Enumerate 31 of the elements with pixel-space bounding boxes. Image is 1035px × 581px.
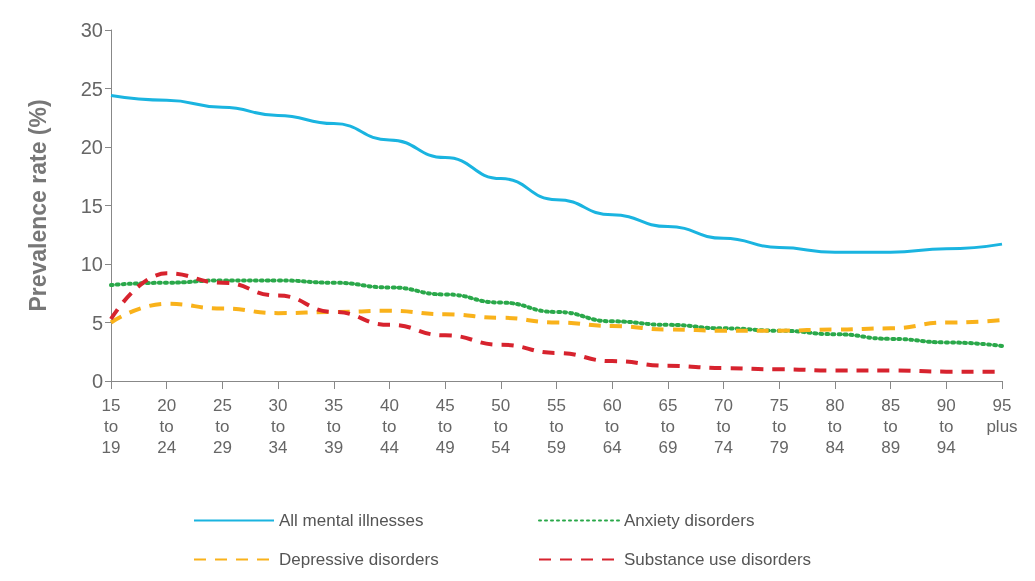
x-tick-label: 50 to 54 bbox=[491, 396, 511, 457]
legend-label: Depressive disorders bbox=[279, 550, 439, 569]
x-tick-label: 60 to 64 bbox=[602, 396, 622, 457]
y-axis-title: Prevalence rate (%) bbox=[24, 99, 51, 312]
y-tick-label: 5 bbox=[91, 311, 103, 334]
x-tick-label: 25 to 29 bbox=[212, 396, 232, 457]
x-tick-label: 20 to 24 bbox=[157, 396, 177, 457]
x-tick-label: 35 to 39 bbox=[324, 396, 344, 457]
line-series bbox=[109, 278, 1004, 348]
x-tick-label: 85 to 89 bbox=[881, 396, 901, 457]
x-tick-label: 95 plus bbox=[986, 396, 1018, 436]
x-tick-label: 15 to 19 bbox=[101, 396, 121, 457]
x-tick-label: 70 to 74 bbox=[714, 396, 734, 457]
x-tick-label: 90 to 94 bbox=[936, 396, 956, 457]
y-tick-label: 30 bbox=[80, 19, 103, 41]
legend-label: All mental illnesses bbox=[279, 511, 424, 530]
legend-label: Substance use disorders bbox=[624, 550, 812, 569]
y-tick-label: 15 bbox=[80, 194, 103, 217]
line-series bbox=[109, 94, 1004, 254]
y-tick-label: 25 bbox=[80, 77, 103, 100]
x-tick-label: 40 to 44 bbox=[379, 396, 399, 457]
x-tick-label: 80 to 84 bbox=[825, 396, 845, 457]
x-tick-label: 55 to 59 bbox=[547, 396, 566, 457]
x-tick-label: 30 to 34 bbox=[268, 396, 288, 457]
x-tick-label: 75 to 79 bbox=[769, 396, 789, 457]
y-tick-label: 20 bbox=[80, 136, 103, 158]
y-tick-label: 10 bbox=[80, 253, 103, 275]
x-tick-label: 45 to 49 bbox=[435, 396, 455, 457]
y-tick-label: 0 bbox=[91, 370, 103, 392]
x-tick-label: 65 to 69 bbox=[658, 396, 678, 457]
legend-label: Anxiety disorders bbox=[624, 511, 755, 530]
